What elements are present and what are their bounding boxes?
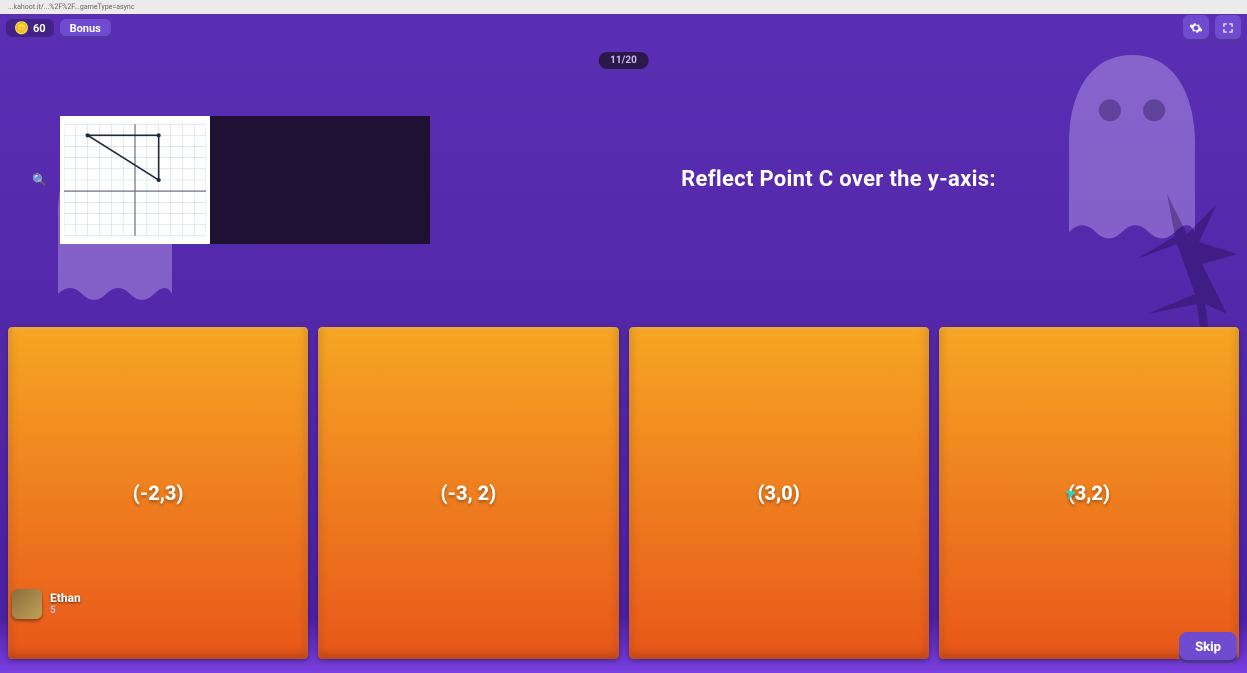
answers-zone: (-2,3) (-3, 2) (3,0) (3,2)➤ — [0, 317, 1247, 673]
top-bar: 🪙 60 Bonus — [0, 14, 1247, 42]
game-area: 🪙 60 Bonus 11/20 🔍 — [0, 14, 1247, 673]
gear-icon — [1189, 21, 1203, 35]
zoom-icon[interactable]: 🔍 — [32, 173, 47, 187]
url-text: ...kahoot.it/...%2F%2F...gameType=async — [8, 3, 134, 11]
top-right-group — [1183, 15, 1241, 41]
question-graph[interactable] — [60, 116, 210, 244]
browser-url-bar: ...kahoot.it/...%2F%2F...gameType=async — [0, 0, 1247, 14]
question-text: Reflect Point C over the y-axis: — [430, 167, 1207, 192]
player-avatar[interactable] — [12, 589, 42, 619]
question-media-panel: 🔍 — [60, 116, 430, 244]
answer-label: (-2,3) — [133, 481, 184, 505]
fullscreen-button[interactable] — [1215, 15, 1241, 41]
player-strip: Ethan 5 — [12, 589, 81, 619]
progress-indicator: 11/20 — [598, 52, 649, 69]
answer-option-4[interactable]: (3,2)➤ — [939, 327, 1239, 659]
coin-icon: 🪙 — [14, 21, 29, 35]
answer-label: (-3, 2) — [441, 481, 497, 505]
media-empty-slot — [210, 116, 430, 244]
question-zone: 🔍 Reflect Point C over the y-axis: — [0, 42, 1247, 317]
top-left-group: 🪙 60 Bonus — [6, 19, 111, 38]
player-rank: 5 — [50, 605, 81, 616]
coin-counter: 🪙 60 — [6, 19, 54, 37]
answer-option-2[interactable]: (-3, 2) — [318, 327, 618, 659]
bonus-button[interactable]: Bonus — [60, 19, 111, 38]
answer-option-3[interactable]: (3,0) — [629, 327, 929, 659]
game-screen: ...kahoot.it/...%2F%2F...gameType=async — [0, 0, 1247, 673]
settings-button[interactable] — [1183, 15, 1209, 41]
player-name: Ethan — [50, 592, 81, 605]
coin-value: 60 — [33, 22, 46, 35]
player-meta: Ethan 5 — [50, 592, 81, 616]
fullscreen-icon — [1221, 21, 1235, 35]
answer-label: (3,0) — [757, 481, 799, 505]
skip-button[interactable]: Skip — [1179, 632, 1237, 663]
